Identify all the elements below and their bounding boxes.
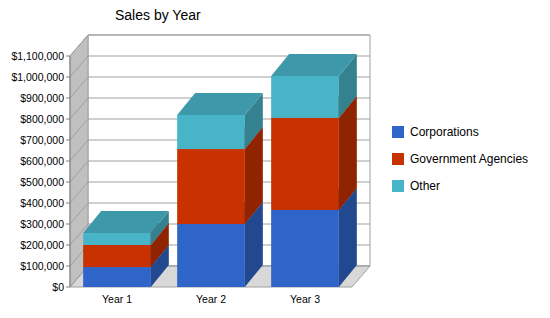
legend-swatch xyxy=(392,126,404,138)
title: Sales by Year xyxy=(115,7,201,23)
grid-line xyxy=(88,35,370,36)
y-tick-label: $400,000 xyxy=(20,197,64,209)
y-tick-label: $900,000 xyxy=(20,92,64,104)
tick xyxy=(66,203,70,204)
tick xyxy=(66,245,70,246)
bar-segment xyxy=(271,210,339,287)
tick xyxy=(66,287,70,288)
grid-line-side xyxy=(70,98,88,119)
tick xyxy=(66,161,70,162)
y-tick-label: $200,000 xyxy=(20,239,64,251)
grid-line-side xyxy=(70,56,88,77)
bar-segment xyxy=(83,245,151,267)
legend-label: Other xyxy=(410,179,440,193)
tick xyxy=(66,182,70,183)
tick xyxy=(66,140,70,141)
legend-swatch xyxy=(392,180,404,192)
tick xyxy=(66,266,70,267)
y-tick-label: $1,000,000 xyxy=(11,71,64,83)
tick xyxy=(66,224,70,225)
bar-segment xyxy=(177,224,245,287)
bar-top xyxy=(83,211,169,233)
x-tick-label: Year 3 xyxy=(290,293,320,305)
bar-segment xyxy=(271,118,339,210)
y-tick-label: $100,000 xyxy=(20,260,64,272)
grid-line-side xyxy=(70,203,88,224)
y-tick-label: $0 xyxy=(52,281,64,293)
chart: Sales by Year $0 $100,000 $200,000 $300,000 $… xyxy=(0,0,550,318)
tick xyxy=(66,56,70,57)
tick xyxy=(66,77,70,78)
grid-line-side xyxy=(70,140,88,161)
bar-top xyxy=(177,93,263,115)
bar-segment xyxy=(83,267,151,287)
y-tick-label: $300,000 xyxy=(20,218,64,230)
y-tick-label: $1,100,000 xyxy=(11,50,64,62)
y-tick-label: $600,000 xyxy=(20,155,64,167)
legend-swatch xyxy=(392,153,404,165)
tick xyxy=(66,119,70,120)
legend-label: Corporations xyxy=(410,125,479,139)
bar-segment xyxy=(83,233,151,245)
bar-top xyxy=(271,54,357,76)
legend-label: Government Agencies xyxy=(410,152,528,166)
bar-segment xyxy=(177,149,245,224)
grid-line-side xyxy=(70,119,88,140)
grid-line-side xyxy=(70,35,88,56)
y-tick-label: $500,000 xyxy=(20,176,64,188)
y-axis xyxy=(70,56,71,287)
x-tick-label: Year 1 xyxy=(102,293,132,305)
bar-segment xyxy=(271,76,339,118)
bars xyxy=(83,54,357,287)
bar-segment xyxy=(177,115,245,149)
tick xyxy=(66,98,70,99)
grid-line-side xyxy=(70,182,88,203)
y-tick-label: $700,000 xyxy=(20,134,64,146)
y-tick-label: $800,000 xyxy=(20,113,64,125)
grid-line-side xyxy=(70,161,88,182)
x-tick-label: Year 2 xyxy=(196,293,226,305)
grid-line-side xyxy=(70,77,88,98)
